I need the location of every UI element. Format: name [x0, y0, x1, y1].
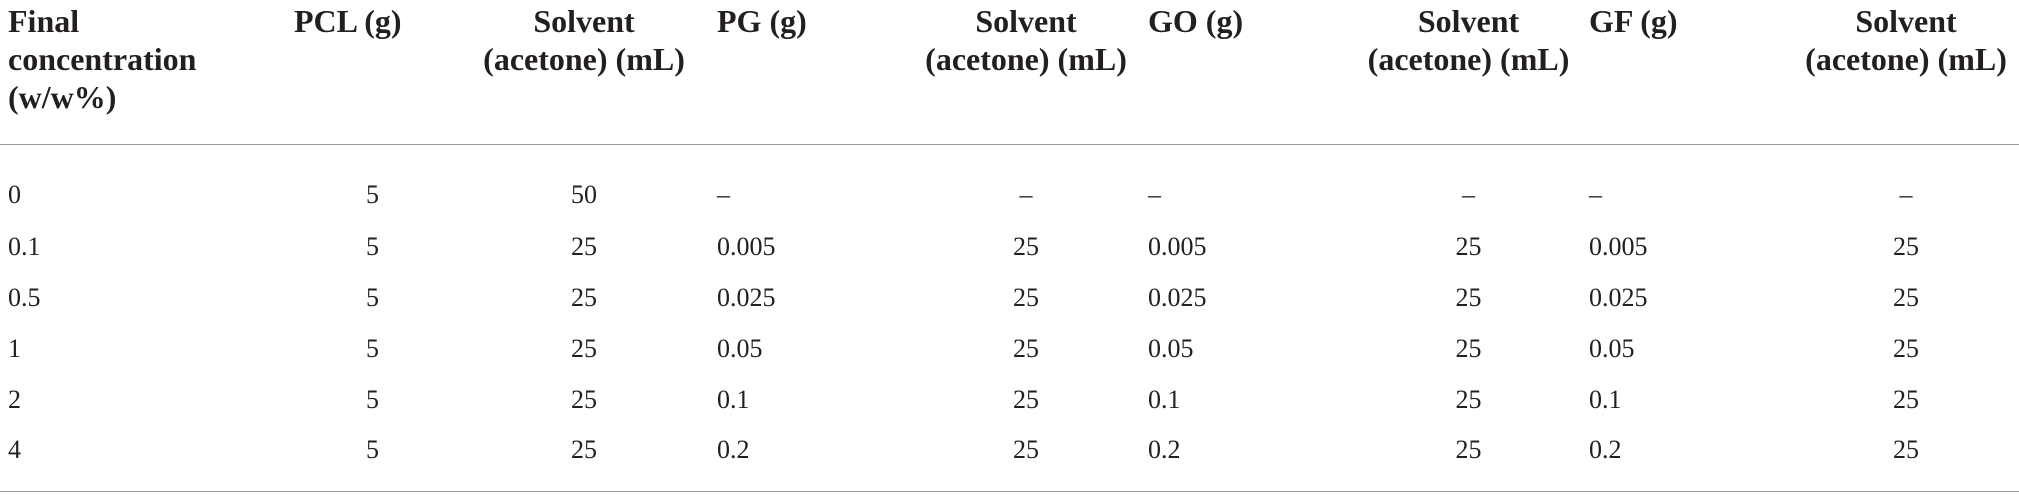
cell-solvent-pg: 25 [1013, 333, 1039, 363]
header-pg: PG (g) [709, 0, 912, 145]
header-line: (acetone) (mL) [1367, 41, 1570, 77]
header-line: Solvent [975, 3, 1077, 39]
cell-final-concentration: 0 [8, 180, 21, 209]
table-body: 0 5 50– – – – – –0.1 5 25 0.005 25 0.005 25 0.005 25 0.5… [0, 145, 2019, 490]
cell-pg: 0.025 [717, 282, 776, 312]
header-line: (acetone) (mL) [925, 41, 1127, 77]
cell-final-concentration: 2 [8, 384, 21, 414]
cell-go: 0.2 [1148, 435, 1181, 464]
cell-solvent-pg: 25 [1013, 435, 1039, 464]
cell-gf: 0.005 [1589, 231, 1648, 261]
cell-solvent-pcl: 25 [571, 333, 597, 363]
header-gf: GF (g) [1581, 0, 1793, 145]
cell-final-concentration: 0.1 [8, 231, 41, 261]
cell-pcl: 5 [366, 231, 379, 261]
header-final-concentration: Final concentration (w/w%) [0, 0, 286, 145]
header-pcl: PCL (g) [286, 0, 459, 145]
header-line: GO (g) [1148, 3, 1244, 39]
header-line: (acetone) (mL) [483, 41, 685, 77]
cell-pg: 0.1 [717, 384, 750, 414]
cell-go: 0.05 [1148, 333, 1194, 363]
cell-gf: 0.1 [1589, 384, 1622, 414]
cell-solvent-pg: 25 [1013, 231, 1039, 261]
cell-pcl: 5 [366, 333, 379, 363]
cell-pcl: 5 [366, 180, 379, 209]
cell-solvent-go: 25 [1455, 435, 1482, 464]
cell-go: 0.1 [1148, 384, 1181, 414]
cell-pcl: 5 [366, 282, 379, 312]
table-row: 2 5 25 0.1 25 0.1 25 0.1 25 [0, 374, 2019, 425]
header-row: Final concentration (w/w%) PCL (g) Solve… [0, 0, 2019, 145]
cell-go: 0.025 [1148, 282, 1207, 312]
cell-solvent-pcl: 25 [571, 435, 597, 464]
header-line: PG (g) [717, 3, 807, 39]
cell-gf: 0.025 [1589, 282, 1648, 312]
header-go: GO (g) [1140, 0, 1356, 145]
header-solvent-pg: Solvent (acetone) (mL) [912, 0, 1140, 145]
cell-solvent-go: – [1462, 180, 1475, 209]
cell-solvent-pcl: 25 [571, 384, 597, 414]
cell-go: – [1148, 180, 1161, 209]
cell-gf: – [1589, 180, 1602, 209]
cell-solvent-pg: 25 [1013, 282, 1039, 312]
cell-solvent-gf: 25 [1893, 231, 1919, 261]
table-row: 4 5 25 0.2 25 0.2 25 0.2 25 [0, 425, 2019, 489]
cell-solvent-pg: 25 [1013, 384, 1039, 414]
cell-solvent-gf: – [1899, 180, 1913, 209]
table-header: Final concentration (w/w%) PCL (g) Solve… [0, 0, 2019, 145]
table-row: 0 5 50 – – – – – – [0, 145, 2019, 222]
cell-solvent-go: 25 [1455, 384, 1482, 414]
cell-solvent-gf: 25 [1893, 435, 1919, 464]
bottom-rule [0, 491, 2019, 492]
table-row: 1 5 25 0.05 25 0.05 25 0.05 25 [0, 323, 2019, 374]
header-solvent-pcl: Solvent (acetone) (mL) [459, 0, 709, 145]
cell-final-concentration: 1 [8, 333, 21, 363]
cell-pg: 0.05 [717, 333, 763, 363]
cell-solvent-go: 25 [1455, 333, 1482, 363]
header-solvent-go: Solvent (acetone) (mL) [1356, 0, 1581, 145]
cell-solvent-gf: 25 [1893, 384, 1919, 414]
header-line: PCL (g) [294, 3, 402, 39]
cell-pcl: 5 [366, 435, 379, 464]
cell-solvent-go: 25 [1455, 231, 1482, 261]
cell-pg: – [717, 180, 730, 209]
cell-gf: 0.2 [1589, 435, 1622, 464]
header-line: GF (g) [1589, 3, 1678, 39]
header-line: Solvent [1417, 3, 1520, 39]
cell-solvent-gf: 25 [1893, 282, 1919, 312]
cell-pg: 0.2 [717, 435, 750, 464]
header-line: (w/w%) [8, 79, 117, 115]
cell-solvent-gf: 25 [1893, 333, 1919, 363]
cell-solvent-pcl: 25 [571, 282, 597, 312]
table-row: 0.5 5 25 0.025 25 0.025 25 0.025 25 [0, 272, 2019, 323]
cell-final-concentration: 0.5 [8, 282, 41, 312]
header-line: Final [8, 3, 80, 39]
header-line: (acetone) (mL) [1805, 41, 2007, 77]
cell-go: 0.005 [1148, 231, 1207, 261]
header-line: Solvent [533, 3, 635, 39]
cell-pcl: 5 [366, 384, 379, 414]
cell-pg: 0.005 [717, 231, 776, 261]
cell-final-concentration: 4 [8, 435, 21, 464]
header-line: Solvent [1855, 3, 1957, 39]
header-solvent-gf: Solvent (acetone) (mL) [1793, 0, 2019, 145]
cell-solvent-go: 25 [1455, 282, 1482, 312]
cell-solvent-pg: – [1019, 180, 1033, 209]
header-line: concentration [8, 41, 197, 77]
cell-solvent-pcl: 25 [571, 231, 597, 261]
cell-solvent-pcl: 50 [571, 180, 597, 209]
cell-gf: 0.05 [1589, 333, 1635, 363]
table-row: 0.1 5 25 0.005 25 0.005 25 0.005 25 [0, 221, 2019, 272]
